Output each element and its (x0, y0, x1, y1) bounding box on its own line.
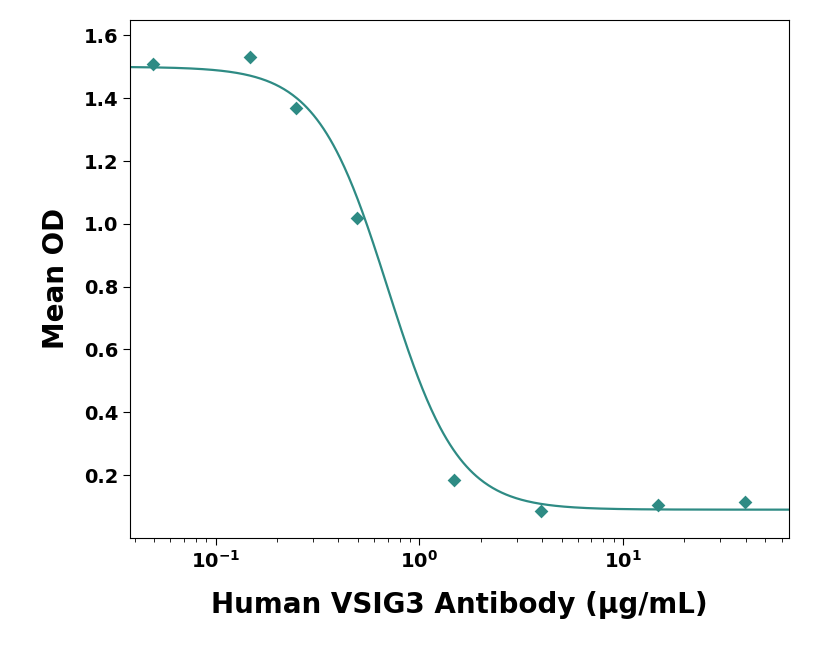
Point (738, 497, 751, 507)
Point (289, 102, 302, 113)
Point (244, 52, 257, 62)
Point (447, 474, 460, 485)
Point (146, 58, 159, 69)
Point (534, 506, 547, 516)
Y-axis label: Mean OD: Mean OD (41, 208, 70, 350)
X-axis label: Human VSIG3 Antibody (μg/mL): Human VSIG3 Antibody (μg/mL) (211, 591, 707, 619)
Point (350, 213, 363, 223)
Point (651, 500, 664, 510)
